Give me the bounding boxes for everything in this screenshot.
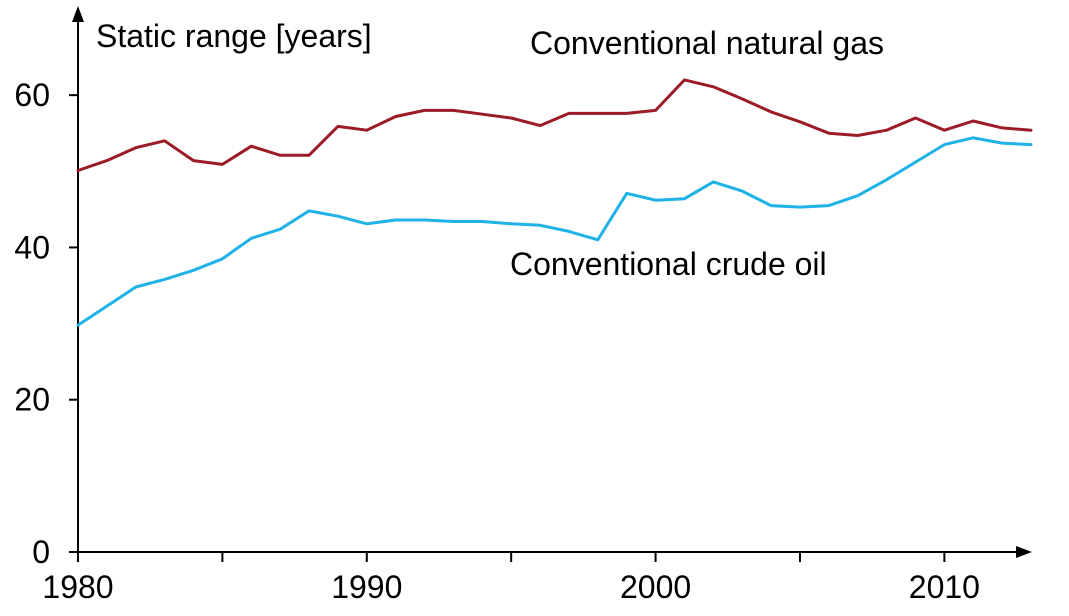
y-tick-label-60: 60 bbox=[14, 77, 50, 113]
x-tick-label-1990: 1990 bbox=[331, 569, 402, 605]
x-tick-label-2000: 2000 bbox=[620, 569, 691, 605]
x-tick-label-2010: 2010 bbox=[909, 569, 980, 605]
series-line-natural-gas bbox=[76, 78, 1033, 172]
series-label-crude-oil: Conventional crude oil bbox=[510, 246, 827, 282]
x-tick-label-1980: 1980 bbox=[42, 569, 113, 605]
y-tick-label-20: 20 bbox=[14, 382, 50, 418]
y-tick-label-40: 40 bbox=[14, 229, 50, 265]
y-tick-label-0: 0 bbox=[32, 534, 50, 570]
chart-ticks: 0 20 40 60 1980 1990 2000 2010 bbox=[14, 77, 980, 605]
y-axis-arrow bbox=[72, 6, 84, 22]
chart-series bbox=[76, 78, 1033, 327]
series-label-natural-gas: Conventional natural gas bbox=[530, 25, 884, 61]
series-line-crude-oil bbox=[76, 136, 1033, 327]
x-axis-arrow bbox=[1016, 546, 1032, 558]
y-axis-title: Static range [years] bbox=[96, 18, 372, 54]
chart-axes bbox=[72, 6, 1032, 558]
